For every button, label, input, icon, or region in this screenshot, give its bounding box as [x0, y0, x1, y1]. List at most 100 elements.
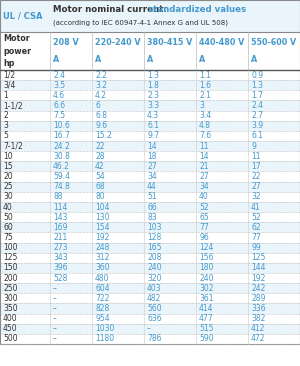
Bar [50, 0, 300, 32]
Text: 9.6: 9.6 [95, 121, 107, 130]
Text: 3.3: 3.3 [147, 101, 159, 110]
Text: 27: 27 [199, 172, 208, 181]
Text: 50: 50 [3, 213, 13, 222]
Text: 1: 1 [3, 91, 8, 100]
Text: 14: 14 [199, 152, 208, 161]
Text: 80: 80 [95, 193, 105, 201]
Text: 450: 450 [3, 324, 18, 333]
Text: 5: 5 [3, 131, 8, 141]
Text: 350: 350 [3, 304, 18, 313]
Bar [0, 192, 300, 202]
Text: –: – [53, 335, 57, 343]
Text: 30: 30 [3, 193, 13, 201]
Text: 1.1: 1.1 [199, 71, 211, 79]
Text: hp: hp [3, 59, 14, 68]
Text: 3.4: 3.4 [199, 111, 211, 120]
Text: 14: 14 [147, 142, 157, 151]
Text: 144: 144 [251, 264, 266, 272]
Text: 114: 114 [53, 202, 68, 212]
Bar [0, 293, 300, 303]
Text: –: – [53, 324, 57, 333]
Text: 1.8: 1.8 [147, 81, 159, 90]
Text: 25: 25 [3, 182, 13, 191]
Bar [0, 314, 300, 324]
Text: 1.6: 1.6 [199, 81, 211, 90]
Text: 21: 21 [199, 162, 208, 171]
Text: 104: 104 [95, 202, 109, 212]
Bar [0, 151, 300, 161]
Text: 15: 15 [3, 162, 13, 171]
Text: 75: 75 [3, 233, 13, 242]
Text: Motor: Motor [3, 34, 30, 43]
Text: 722: 722 [95, 294, 109, 303]
Text: 360: 360 [95, 264, 109, 272]
Text: 83: 83 [147, 213, 157, 222]
Text: 192: 192 [95, 233, 109, 242]
Bar [0, 273, 300, 283]
Text: 15.2: 15.2 [95, 131, 112, 141]
Bar [0, 202, 300, 212]
Bar [0, 182, 300, 192]
Text: 208: 208 [147, 253, 161, 262]
Text: 412: 412 [251, 324, 266, 333]
Bar [0, 100, 300, 111]
Text: 32: 32 [251, 193, 261, 201]
Text: A: A [251, 55, 257, 64]
Text: 302: 302 [199, 284, 214, 293]
Text: A: A [95, 55, 101, 64]
Text: 0.9: 0.9 [251, 71, 263, 79]
Text: –: – [53, 284, 57, 293]
Bar [0, 232, 300, 243]
Text: 4.2: 4.2 [95, 91, 107, 100]
Bar [0, 222, 300, 232]
Text: 382: 382 [251, 314, 266, 323]
Text: 52: 52 [251, 213, 261, 222]
Text: (according to IEC 60947-4-1 Annex G and UL 508): (according to IEC 60947-4-1 Annex G and … [53, 20, 228, 26]
Text: 100: 100 [3, 243, 17, 252]
Text: 27: 27 [147, 162, 157, 171]
Text: A: A [199, 55, 205, 64]
Bar [0, 90, 300, 100]
Text: 403: 403 [147, 284, 162, 293]
Text: 44: 44 [147, 182, 157, 191]
Text: 220-240 V: 220-240 V [95, 38, 141, 47]
Bar [0, 283, 300, 293]
Text: 440-480 V: 440-480 V [199, 38, 244, 47]
Text: 400: 400 [3, 314, 18, 323]
Text: 124: 124 [199, 243, 213, 252]
Text: 477: 477 [199, 314, 214, 323]
Text: 9.7: 9.7 [147, 131, 159, 141]
Text: 128: 128 [147, 233, 161, 242]
Text: 6.1: 6.1 [251, 131, 263, 141]
Text: 77: 77 [199, 223, 209, 232]
Text: 3/4: 3/4 [3, 81, 15, 90]
Bar [0, 131, 300, 141]
Text: 103: 103 [147, 223, 161, 232]
Text: 125: 125 [251, 253, 266, 262]
Text: 3.9: 3.9 [251, 121, 263, 130]
Text: 312: 312 [95, 253, 109, 262]
Text: 66: 66 [147, 202, 157, 212]
Text: 96: 96 [199, 233, 209, 242]
Text: 336: 336 [251, 304, 266, 313]
Text: 10: 10 [3, 152, 13, 161]
Text: 3: 3 [199, 101, 204, 110]
Text: 2.4: 2.4 [53, 71, 65, 79]
Text: power: power [3, 46, 31, 56]
Text: 46.2: 46.2 [53, 162, 70, 171]
Text: –: – [53, 294, 57, 303]
Text: 500: 500 [3, 335, 18, 343]
Text: 472: 472 [251, 335, 266, 343]
Bar [0, 70, 300, 80]
Text: 7-1/2: 7-1/2 [3, 142, 23, 151]
Text: 6.1: 6.1 [147, 121, 159, 130]
Text: 77: 77 [251, 233, 261, 242]
Text: 273: 273 [53, 243, 68, 252]
Bar [0, 243, 300, 253]
Bar [0, 32, 300, 70]
Text: 200: 200 [3, 273, 17, 283]
Text: 2.7: 2.7 [251, 111, 263, 120]
Text: 125: 125 [3, 253, 17, 262]
Bar [0, 111, 300, 121]
Text: 143: 143 [53, 213, 68, 222]
